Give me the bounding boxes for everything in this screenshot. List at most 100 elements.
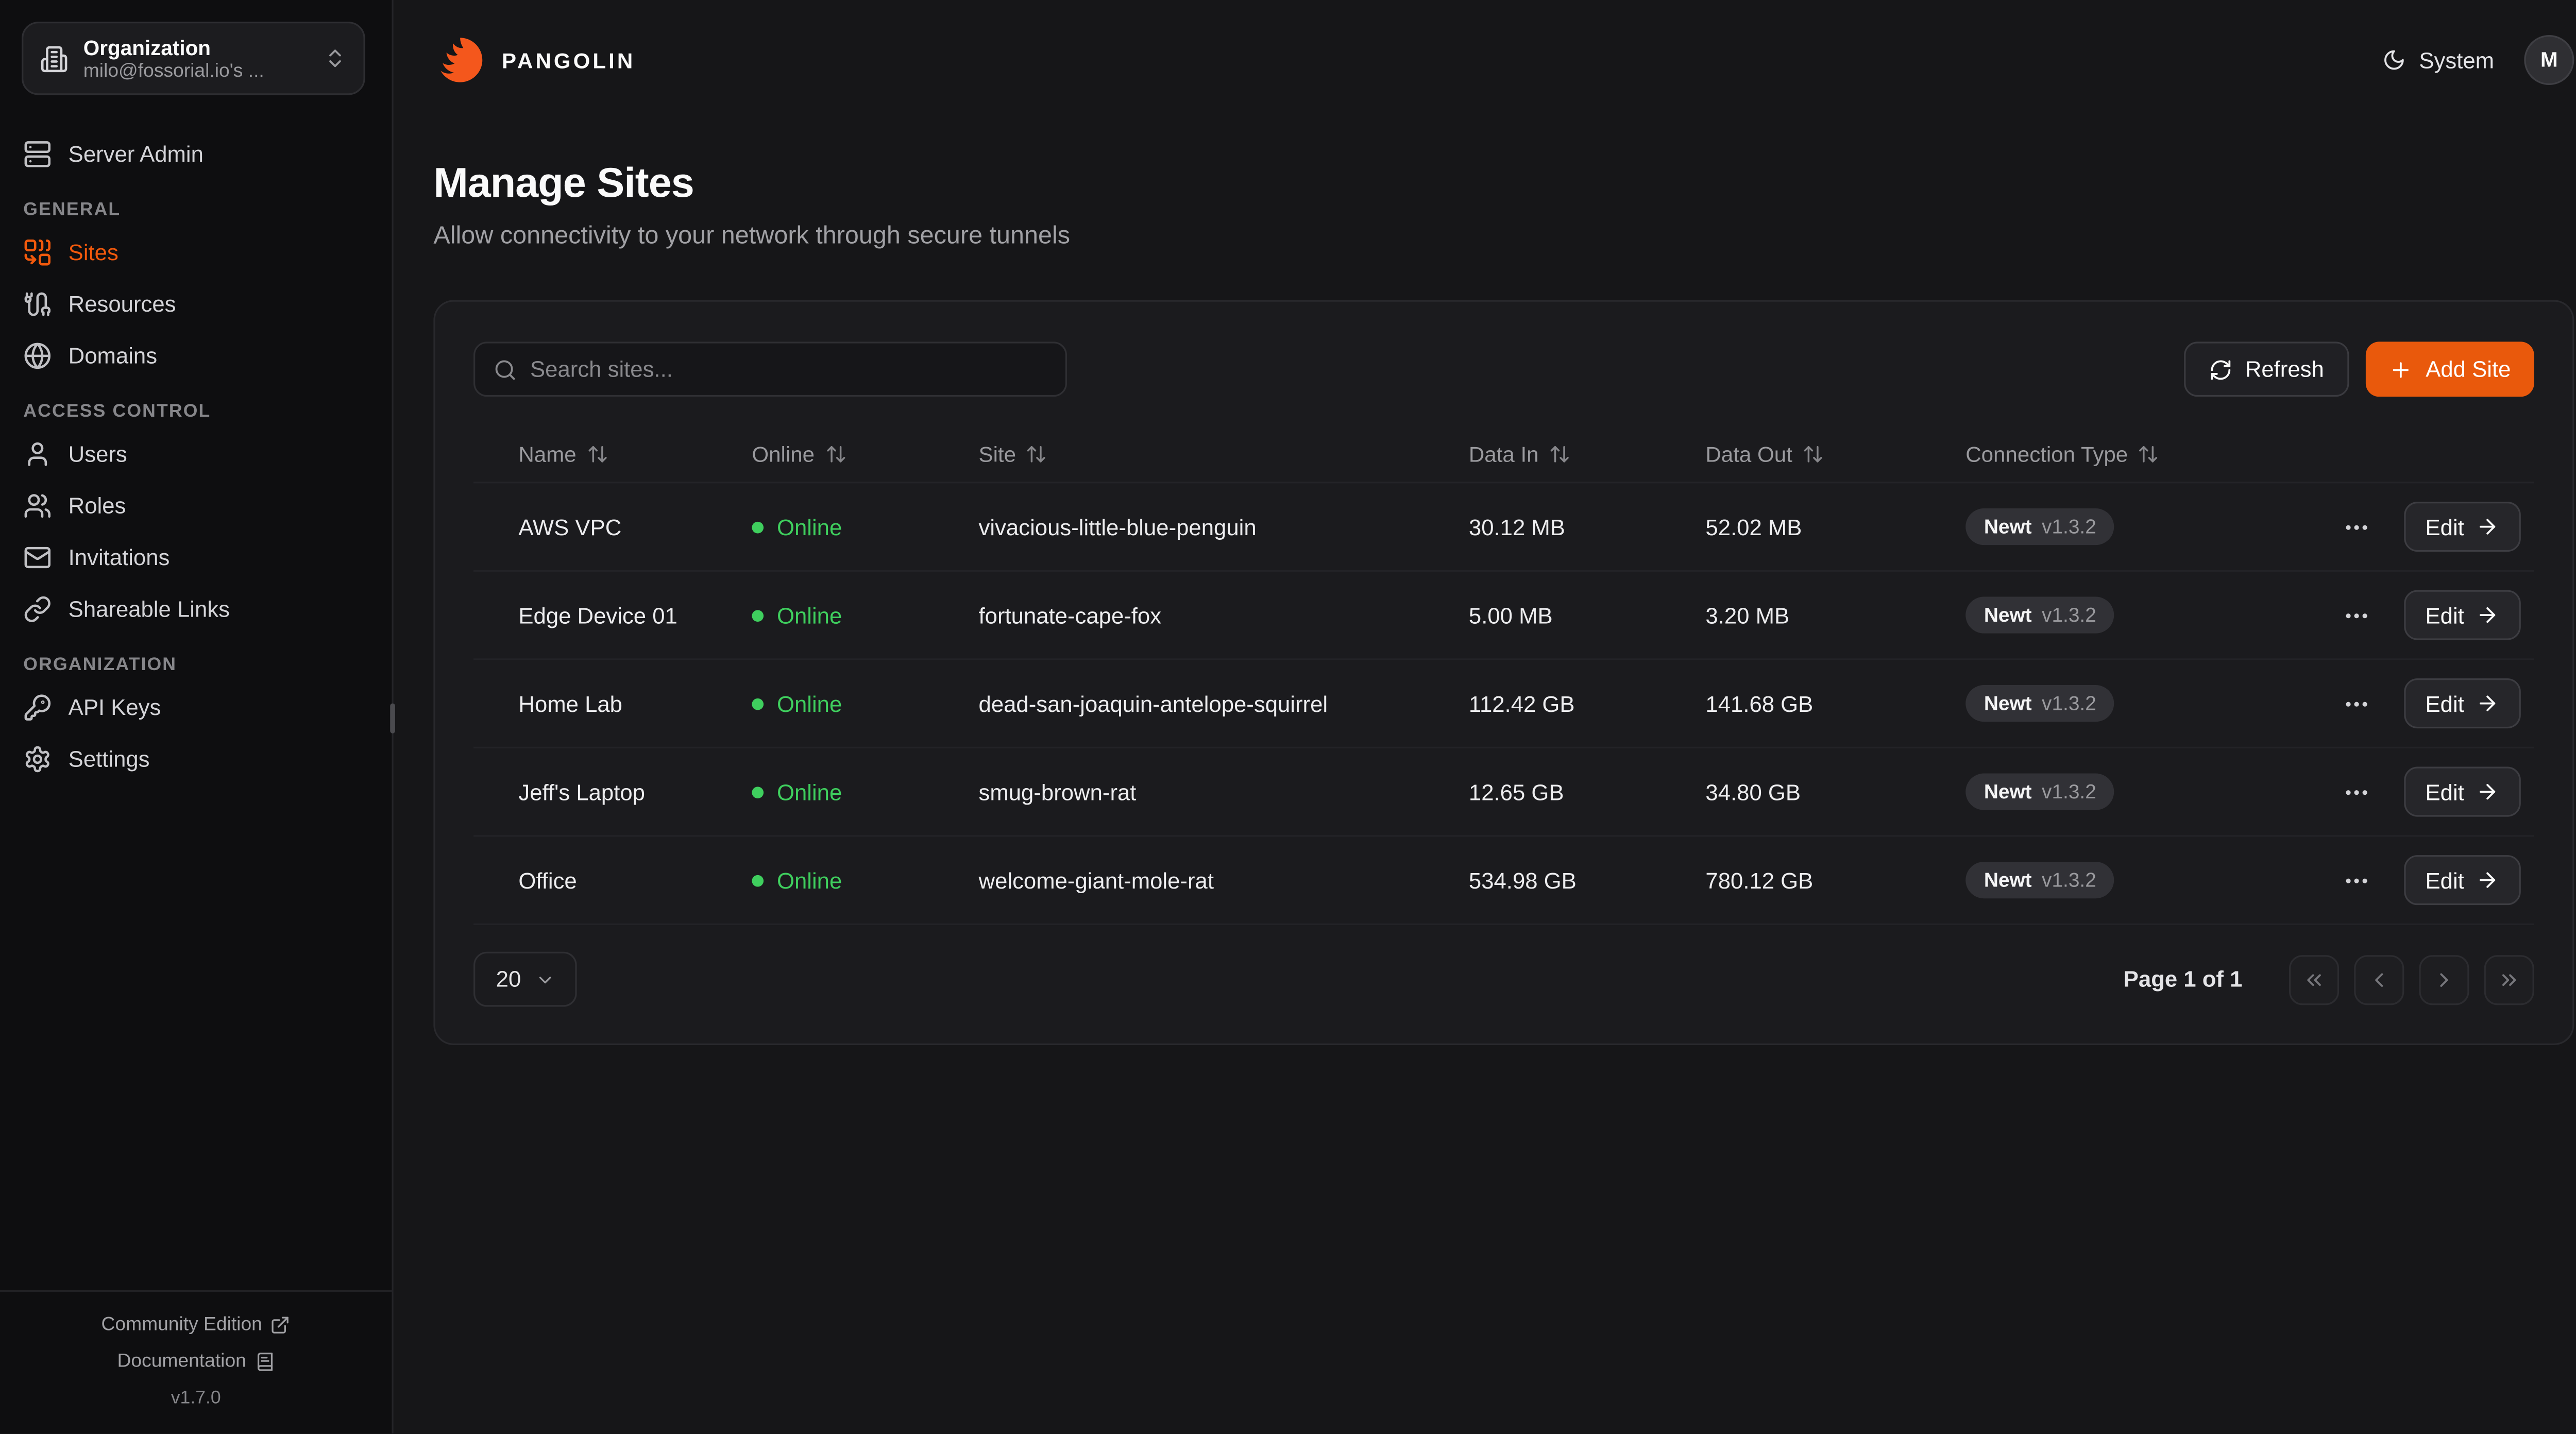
sidebar: Organization milo@fossorial.io's ... Ser… — [0, 0, 395, 1433]
connection-type-badge: Newt v1.3.2 — [1965, 508, 2115, 545]
sort-icon — [824, 442, 846, 464]
sidebar-item-users[interactable]: Users — [0, 429, 392, 480]
sidebar-item-label: Roles — [68, 493, 126, 519]
refresh-button[interactable]: Refresh — [2183, 342, 2349, 397]
row-menu-button[interactable] — [2342, 778, 2370, 806]
sidebar-item-invitations[interactable]: Invitations — [0, 532, 392, 583]
add-site-button[interactable]: Add Site — [2365, 342, 2534, 397]
header-connection-type[interactable]: Connection Type — [1939, 441, 2265, 466]
row-menu-button[interactable] — [2342, 689, 2370, 718]
edit-button[interactable]: Edit — [2403, 590, 2521, 640]
cell-data-out: 780.12 GB — [1705, 867, 1814, 893]
external-link-icon — [270, 1315, 291, 1335]
pangolin-logo-icon — [433, 33, 487, 87]
ellipsis-icon — [2342, 866, 2370, 894]
sidebar-item-label: Resources — [68, 292, 176, 317]
prev-page-button[interactable] — [2354, 954, 2404, 1004]
community-edition-link[interactable]: Community Edition — [0, 1307, 392, 1343]
cell-name: Office — [518, 867, 577, 893]
online-dot — [752, 786, 764, 798]
chevrons-left-icon — [2302, 967, 2326, 991]
table-footer: 20 Page 1 of 1 — [473, 951, 2534, 1007]
chevrons-up-down-icon — [324, 47, 347, 70]
connection-type-badge: Newt v1.3.2 — [1965, 773, 2115, 810]
cell-name: Home Lab — [518, 691, 622, 716]
connection-type-badge: Newt v1.3.2 — [1965, 596, 2115, 634]
last-page-button[interactable] — [2484, 954, 2534, 1004]
cell-actions: Edit — [2266, 855, 2534, 906]
cell-site: welcome-giant-mole-rat — [978, 867, 1214, 893]
brand-name: PANGOLIN — [502, 47, 636, 73]
link-icon — [23, 595, 52, 623]
sidebar-item-api-keys[interactable]: API Keys — [0, 682, 392, 733]
search-input[interactable] — [530, 356, 1047, 382]
arrow-right-icon — [2476, 515, 2499, 538]
next-page-button[interactable] — [2419, 954, 2469, 1004]
sort-icon — [1549, 442, 1570, 464]
page-size-select[interactable]: 20 — [473, 951, 577, 1007]
sites-card: Refresh Add Site Name Online Site Data I… — [433, 300, 2574, 1045]
sidebar-item-domains[interactable]: Domains — [0, 330, 392, 382]
online-dot — [752, 521, 764, 533]
header-data-out[interactable]: Data Out — [1679, 441, 1939, 466]
org-selector[interactable]: Organization milo@fossorial.io's ... — [22, 22, 365, 95]
connection-type-badge: Newt v1.3.2 — [1965, 862, 2115, 899]
edit-button[interactable]: Edit — [2403, 678, 2521, 729]
sort-icon — [586, 442, 608, 464]
avatar[interactable]: M — [2524, 35, 2574, 86]
cell-online: Online — [725, 603, 952, 627]
sidebar-resize-handle[interactable] — [390, 703, 395, 733]
cell-actions: Edit — [2266, 590, 2534, 640]
community-edition-label: Community Edition — [101, 1315, 262, 1336]
pagination-area: Page 1 of 1 — [2124, 954, 2534, 1004]
refresh-icon — [2209, 357, 2232, 381]
sidebar-item-sites[interactable]: Sites — [0, 227, 392, 278]
cell-data-out: 141.68 GB — [1705, 691, 1814, 716]
online-dot — [752, 874, 764, 886]
row-menu-button[interactable] — [2342, 601, 2370, 629]
cell-connection-type: Newt v1.3.2 — [1939, 773, 2265, 810]
search-icon — [494, 357, 517, 381]
row-menu-button[interactable] — [2342, 866, 2370, 894]
header-site[interactable]: Site — [952, 441, 1442, 466]
sidebar-item-resources[interactable]: Resources — [0, 278, 392, 330]
edit-button[interactable]: Edit — [2403, 855, 2521, 906]
edit-button[interactable]: Edit — [2403, 502, 2521, 552]
sidebar-item-shareable-links[interactable]: Shareable Links — [0, 584, 392, 635]
edit-button[interactable]: Edit — [2403, 766, 2521, 817]
header-online[interactable]: Online — [725, 441, 952, 466]
header-data-in[interactable]: Data In — [1442, 441, 1679, 466]
cell-online: Online — [725, 514, 952, 539]
sidebar-item-roles[interactable]: Roles — [0, 480, 392, 532]
topbar-right: System M — [2382, 35, 2574, 86]
toolbar-buttons: Refresh Add Site — [2183, 342, 2534, 397]
chevron-right-icon — [2432, 967, 2455, 991]
chevron-left-icon — [2367, 967, 2391, 991]
page-head: Manage Sites Allow connectivity to your … — [433, 160, 2574, 250]
documentation-link[interactable]: Documentation — [0, 1343, 392, 1380]
cell-data-out: 52.02 MB — [1705, 514, 1802, 539]
org-subtitle: milo@fossorial.io's ... — [83, 61, 264, 81]
cell-connection-type: Newt v1.3.2 — [1939, 508, 2265, 545]
book-icon — [255, 1352, 275, 1372]
sidebar-item-settings[interactable]: Settings — [0, 733, 392, 785]
sort-icon — [1026, 442, 1047, 464]
first-page-button[interactable] — [2289, 954, 2340, 1004]
section-label-general: GENERAL — [23, 200, 121, 220]
sidebar-item-server-admin[interactable]: Server Admin — [0, 128, 392, 180]
table-header-row: Name Online Site Data In Data Out Connec… — [473, 425, 2534, 484]
brand[interactable]: PANGOLIN — [433, 33, 635, 87]
cell-site: smug-brown-rat — [978, 779, 1137, 805]
theme-toggle[interactable]: System — [2382, 47, 2494, 73]
cell-data-in: 112.42 GB — [1468, 691, 1575, 716]
cell-name: Jeff's Laptop — [518, 779, 645, 805]
row-menu-button[interactable] — [2342, 513, 2370, 541]
mail-icon — [23, 543, 52, 572]
header-name[interactable]: Name — [473, 441, 725, 466]
cell-actions: Edit — [2266, 502, 2534, 552]
theme-label: System — [2419, 47, 2495, 73]
cell-online: Online — [725, 867, 952, 893]
sidebar-item-label: API Keys — [68, 695, 161, 720]
cable-icon — [23, 290, 52, 318]
sidebar-item-label: Shareable Links — [68, 596, 230, 622]
